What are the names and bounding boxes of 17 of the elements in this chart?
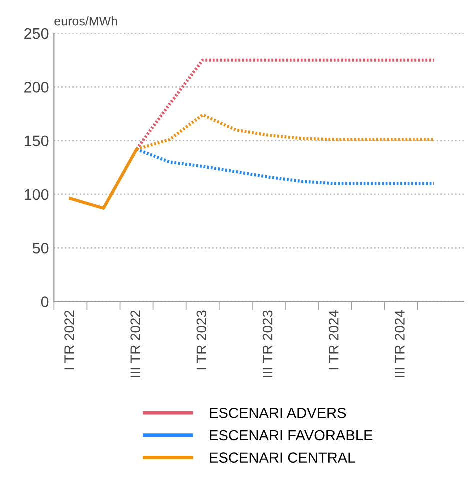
y-tick-label: 200 <box>24 82 49 93</box>
y-tick-label: 0 <box>41 296 49 308</box>
x-tick-label: III TR 2022 <box>130 310 141 378</box>
legend-label: ESCENARI FAVORABLE <box>210 430 373 441</box>
y-tick-label: 50 <box>32 242 49 254</box>
y-tick-label: 100 <box>24 189 49 200</box>
x-tick-label: III TR 2024 <box>395 310 405 378</box>
y-axis-title: euros/MWh <box>54 16 118 26</box>
x-tick-label: I TR 2022 <box>64 310 74 370</box>
line-series <box>135 148 436 186</box>
y-tick-label: 250 <box>24 28 49 40</box>
x-tick-label: III TR 2023 <box>262 310 273 378</box>
legend-label: ESCENARI CENTRAL <box>210 452 356 463</box>
legend-label: ESCENARI ADVERS <box>210 408 346 418</box>
x-tick-label: I TR 2023 <box>196 310 207 370</box>
x-tick-label: I TR 2024 <box>328 310 339 370</box>
y-tick-label: 150 <box>24 136 49 147</box>
